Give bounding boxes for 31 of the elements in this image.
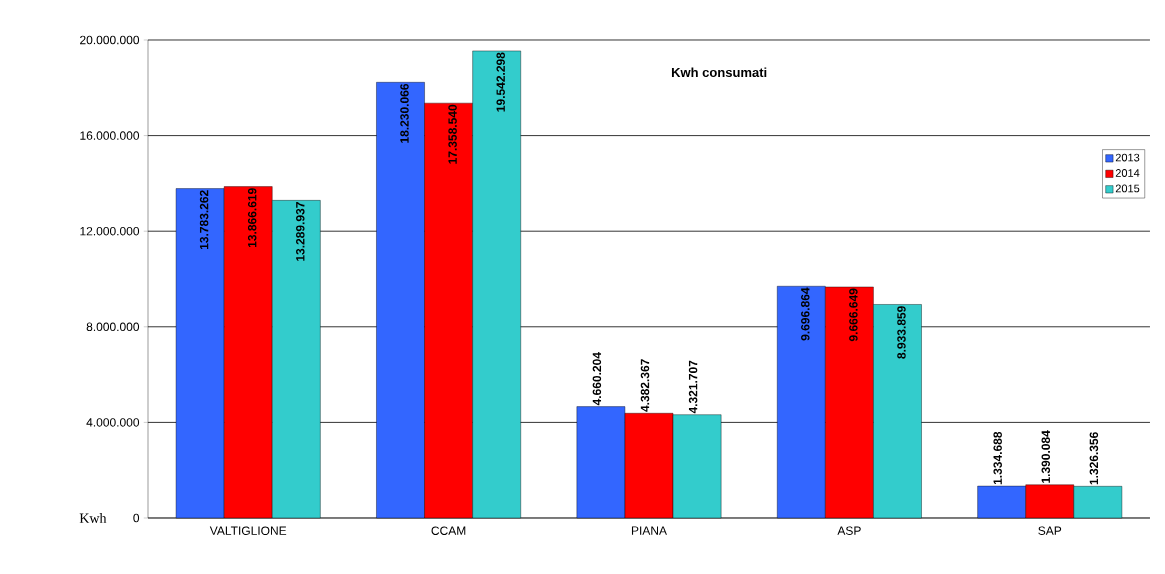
y-tick-label: 16.000.000 <box>80 131 140 140</box>
legend-label: 2013 <box>1115 153 1140 162</box>
data-label: 4.382.367 <box>640 359 650 412</box>
data-label: 1.326.356 <box>1089 432 1099 485</box>
x-tick-label: PIANA <box>631 526 667 535</box>
y-tick-label: 12.000.000 <box>80 226 140 236</box>
y-tick-label: 8.000.000 <box>86 322 140 332</box>
data-label: 8.933.859 <box>897 306 906 359</box>
x-tick-label: SAP <box>1038 526 1062 535</box>
data-label: 4.660.204 <box>592 352 602 406</box>
x-tick-label: ASP <box>837 526 861 535</box>
y-tick-label: 0 <box>133 513 140 523</box>
x-tick-label: CCAM <box>431 526 466 535</box>
data-label: 9.696.864 <box>801 287 810 341</box>
data-label: 9.666.649 <box>849 288 858 342</box>
y-axis-title: Kwh <box>79 513 107 523</box>
legend-label: 2014 <box>1115 169 1140 177</box>
data-label: 17.358.540 <box>448 104 457 164</box>
data-label: 13.783.262 <box>199 190 209 250</box>
data-label: 1.390.084 <box>1041 430 1051 483</box>
text: Kwh consumati <box>671 67 767 78</box>
data-label: 13.866.619 <box>247 188 257 248</box>
data-label: 13.289.937 <box>296 202 305 261</box>
data-label: 1.334.688 <box>993 431 1002 485</box>
y-tick-label: 20.000.000 <box>80 35 140 45</box>
data-label: 19.542.298 <box>496 52 505 112</box>
data-label: 4.321.707 <box>688 360 698 414</box>
y-tick-label: 4.000.000 <box>86 418 140 427</box>
x-tick-label: VALTIGLIONE <box>209 526 287 535</box>
data-label: 18.230.066 <box>400 83 409 143</box>
legend-label: 2015 <box>1115 184 1140 193</box>
